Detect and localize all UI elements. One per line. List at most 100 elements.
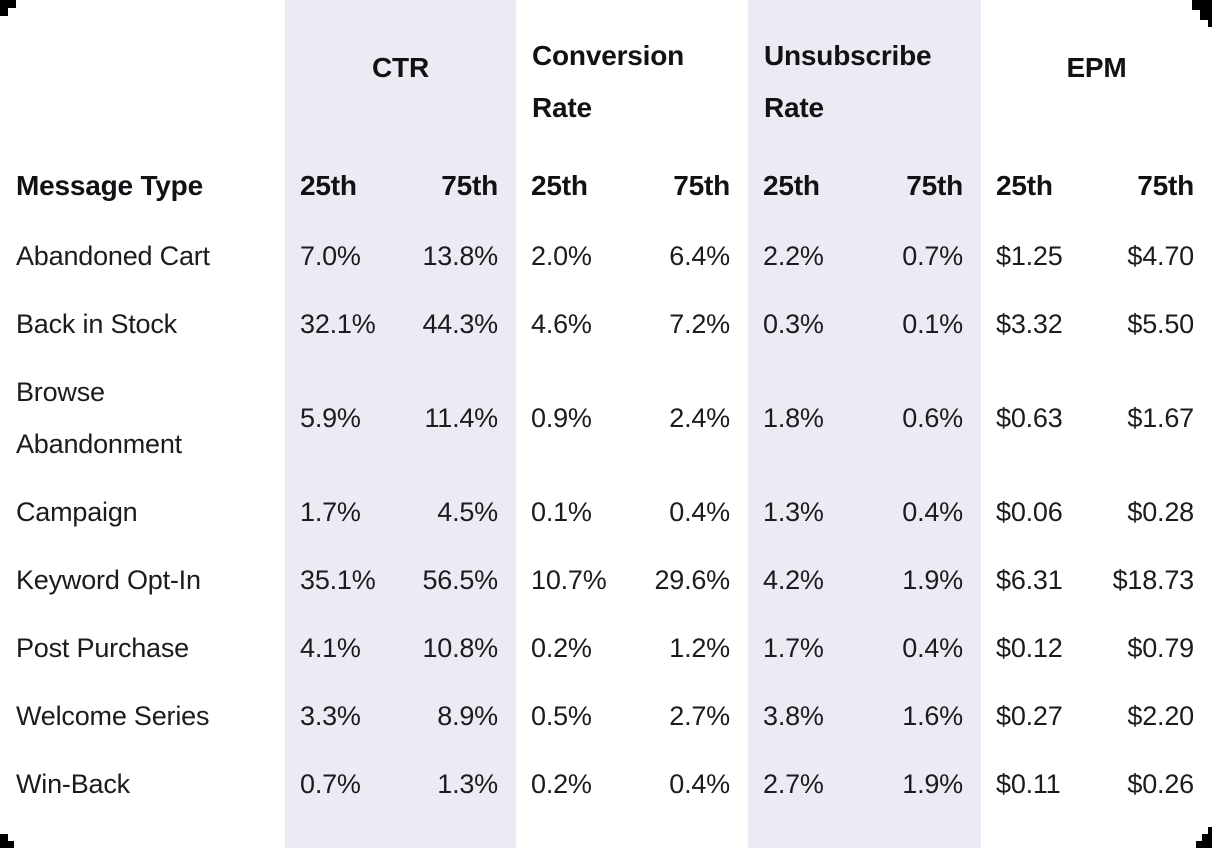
cell-value: 0.6%: [902, 402, 963, 433]
epm-cell: $0.11 $0.26: [981, 750, 1212, 818]
column-group-header-row: CTR Conversion Rate Unsubscribe Rate EPM: [0, 0, 1212, 150]
percentile-75-label: 75th: [1137, 170, 1194, 201]
row-label: Back in Stock: [16, 309, 177, 339]
ctr-cell: 35.1% 56.5%: [285, 546, 516, 614]
cell-value: 2.0%: [531, 240, 592, 271]
cell-value: $0.63: [996, 402, 1063, 433]
cell-value: 32.1%: [300, 308, 376, 339]
cell-value: $3.32: [996, 308, 1063, 339]
row-header-label: Message Type: [16, 170, 203, 201]
group-header-label: EPM: [1066, 52, 1127, 83]
table-row: Back in Stock 32.1% 44.3% 4.6% 7.2% 0.3%…: [0, 290, 1212, 358]
row-label: Welcome Series: [16, 701, 210, 731]
cell-value: 2.4%: [669, 402, 730, 433]
cell-value: 2.7%: [669, 700, 730, 731]
unsubscribe-rate-cell: 1.3% 0.4%: [748, 478, 981, 546]
group-header-epm: EPM: [981, 0, 1212, 150]
table-row: Browse Abandonment 5.9% 11.4% 0.9% 2.4% …: [0, 358, 1212, 478]
ctr-cell: 7.0% 13.8%: [285, 222, 516, 290]
band-filler-row: [0, 818, 1212, 848]
row-label: Campaign: [16, 497, 138, 527]
cell-value: 1.2%: [669, 632, 730, 663]
table-row: Win-Back 0.7% 1.3% 0.2% 0.4% 2.7% 1.9% $…: [0, 750, 1212, 818]
cell-value: 1.9%: [902, 768, 963, 799]
row-label: Keyword Opt-In: [16, 565, 201, 595]
conversion-rate-cell: 4.6% 7.2%: [516, 290, 748, 358]
cell-value: $18.73: [1112, 564, 1195, 595]
cell-value: $2.20: [1127, 700, 1194, 731]
percentile-headers-conversion-rate: 25th 75th: [516, 150, 748, 222]
conversion-rate-cell: 0.2% 0.4%: [516, 750, 748, 818]
percentile-75-label: 75th: [906, 170, 963, 201]
cell-value: $0.06: [996, 496, 1063, 527]
cell-value: $1.67: [1127, 402, 1194, 433]
unsubscribe-rate-cell: 1.8% 0.6%: [748, 358, 981, 478]
cell-value: 2.7%: [763, 768, 824, 799]
row-label: Post Purchase: [16, 633, 189, 663]
row-label: Abandoned Cart: [16, 241, 210, 271]
percentile-25-label: 25th: [300, 170, 357, 201]
cell-value: 44.3%: [422, 308, 498, 339]
cell-value: 10.8%: [422, 632, 498, 663]
cell-value: $1.25: [996, 240, 1063, 271]
conversion-rate-cell: 0.9% 2.4%: [516, 358, 748, 478]
percentile-25-label: 25th: [763, 170, 820, 201]
cell-value: 0.1%: [531, 496, 592, 527]
cell-value: 0.3%: [763, 308, 824, 339]
table-body: Abandoned Cart 7.0% 13.8% 2.0% 6.4% 2.2%…: [0, 222, 1212, 818]
cell-value: 2.2%: [763, 240, 824, 271]
percentile-25-label: 25th: [531, 170, 588, 201]
cell-value: 35.1%: [300, 564, 376, 595]
cell-value: $0.27: [996, 700, 1063, 731]
epm-cell: $1.25 $4.70: [981, 222, 1212, 290]
cell-value: $4.70: [1127, 240, 1194, 271]
group-header-label: Unsubscribe Rate: [764, 40, 932, 123]
table-row: Welcome Series 3.3% 8.9% 0.5% 2.7% 3.8% …: [0, 682, 1212, 750]
cell-value: 4.1%: [300, 632, 361, 663]
cell-value: 4.2%: [763, 564, 824, 595]
unsubscribe-rate-cell: 4.2% 1.9%: [748, 546, 981, 614]
ctr-cell: 5.9% 11.4%: [285, 358, 516, 478]
epm-cell: $0.12 $0.79: [981, 614, 1212, 682]
cell-value: $0.26: [1127, 768, 1194, 799]
percentile-headers-ctr: 25th 75th: [285, 150, 516, 222]
cell-value: $0.79: [1127, 632, 1194, 663]
unsubscribe-rate-cell: 0.3% 0.1%: [748, 290, 981, 358]
cell-value: 7.2%: [669, 308, 730, 339]
cell-value: 0.2%: [531, 632, 592, 663]
cell-value: 8.9%: [437, 700, 498, 731]
epm-cell: $3.32 $5.50: [981, 290, 1212, 358]
cell-value: $0.11: [996, 768, 1061, 799]
table-row: Post Purchase 4.1% 10.8% 0.2% 1.2% 1.7% …: [0, 614, 1212, 682]
group-header-unsubscribe-rate: Unsubscribe Rate: [748, 0, 981, 150]
cell-value: 0.4%: [902, 496, 963, 527]
cell-value: 1.8%: [763, 402, 824, 433]
conversion-rate-cell: 0.1% 0.4%: [516, 478, 748, 546]
table-row: Keyword Opt-In 35.1% 56.5% 10.7% 29.6% 4…: [0, 546, 1212, 614]
cell-value: 3.8%: [763, 700, 824, 731]
ctr-cell: 0.7% 1.3%: [285, 750, 516, 818]
cell-value: 0.7%: [902, 240, 963, 271]
cell-value: 56.5%: [422, 564, 498, 595]
unsubscribe-rate-cell: 2.2% 0.7%: [748, 222, 981, 290]
cell-value: 11.4%: [424, 402, 498, 433]
group-header-conversion-rate: Conversion Rate: [516, 0, 748, 150]
cell-value: 1.3%: [763, 496, 824, 527]
percentile-header-row: Message Type 25th 75th 25th 75th 25th 75…: [0, 150, 1212, 222]
row-label: Browse Abandonment: [16, 377, 182, 459]
cell-value: 0.9%: [531, 402, 592, 433]
header-spacer: [0, 0, 285, 150]
cell-value: 1.9%: [902, 564, 963, 595]
cell-value: 0.7%: [300, 768, 361, 799]
cell-value: 0.2%: [531, 768, 592, 799]
cell-value: 4.6%: [531, 308, 592, 339]
cell-value: $5.50: [1127, 308, 1194, 339]
table-row: Abandoned Cart 7.0% 13.8% 2.0% 6.4% 2.2%…: [0, 222, 1212, 290]
cell-value: 1.3%: [437, 768, 498, 799]
epm-cell: $0.06 $0.28: [981, 478, 1212, 546]
percentile-headers-unsubscribe-rate: 25th 75th: [748, 150, 981, 222]
table-row: Campaign 1.7% 4.5% 0.1% 0.4% 1.3% 0.4% $…: [0, 478, 1212, 546]
cell-value: 7.0%: [300, 240, 361, 271]
cell-value: 5.9%: [300, 402, 361, 433]
cell-value: 1.6%: [902, 700, 963, 731]
